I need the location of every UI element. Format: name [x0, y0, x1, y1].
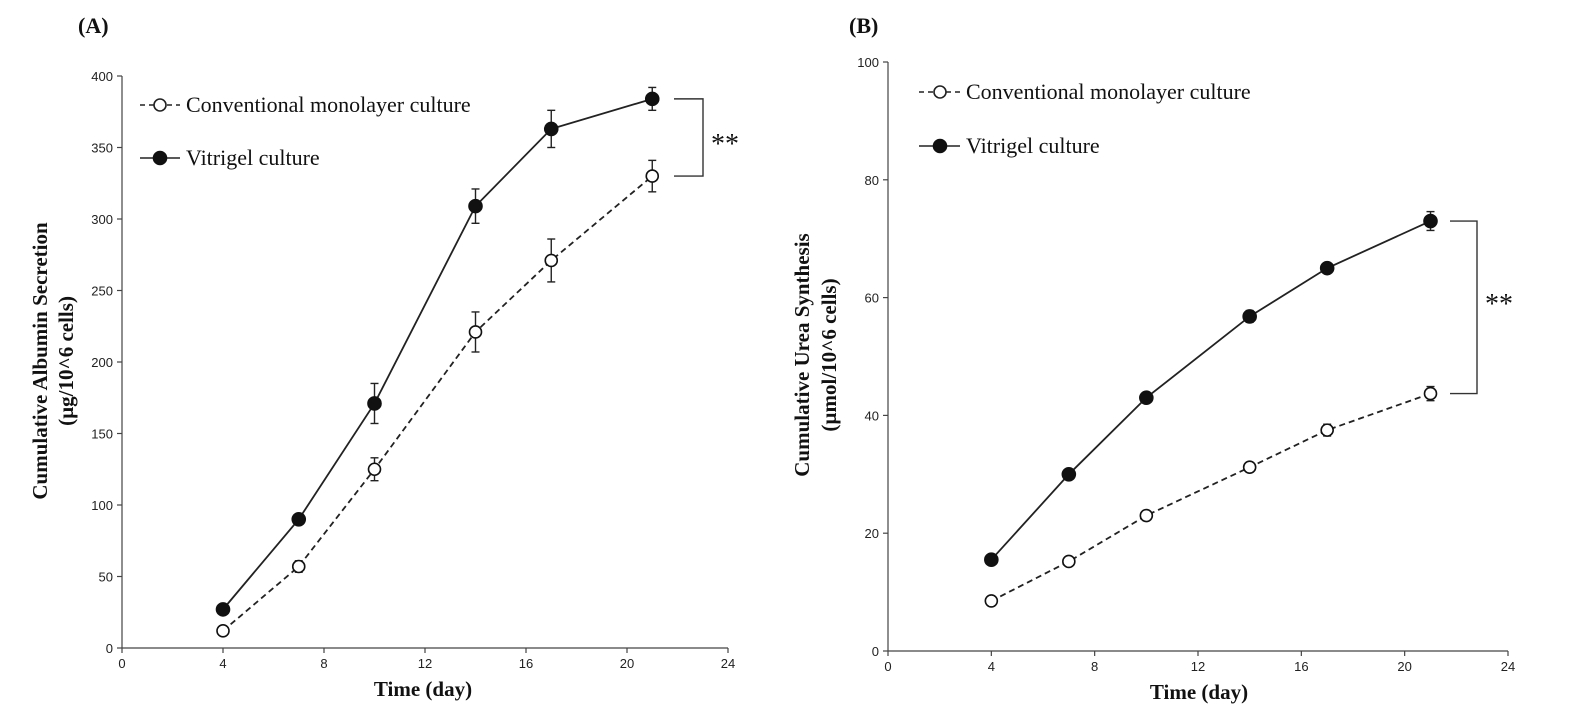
series-line-a-vitrigel: [222, 98, 653, 610]
legend-b-label-vitrigel: Vitrigel culture: [966, 133, 1100, 158]
legend-a: Conventional monolayer culture Vitrigel …: [140, 92, 471, 170]
data-point-a-conventional: [216, 624, 230, 638]
y-tick-label-a: 400: [91, 69, 113, 84]
y-tick-label-a: 350: [91, 141, 113, 156]
significance-bracket-b: [1450, 220, 1478, 395]
data-point-a-conventional: [544, 253, 559, 268]
legend-b-marker-vitrigel: [932, 138, 948, 154]
data-point-b-vitrigel: [984, 552, 999, 568]
y-tick-label-a: 100: [91, 498, 113, 513]
legend-a-label-conventional: Conventional monolayer culture: [186, 92, 471, 117]
y-tick-label-a: 50: [99, 570, 113, 585]
significance-b: **: [1485, 289, 1513, 320]
x-tick-label-a: 16: [519, 656, 533, 671]
x-tick-label-b: 0: [884, 659, 891, 674]
data-point-b-vitrigel: [1139, 390, 1154, 406]
chart-panel-b: (B) Conventional monolayer culture Vitri…: [790, 13, 1515, 704]
legend-a-marker-conventional: [153, 98, 167, 112]
x-tick-label-a: 24: [721, 656, 735, 671]
y-tick-label-a: 150: [91, 427, 113, 442]
y-axis-title-a-line2: (µg/10^6 cells): [54, 296, 78, 426]
data-point-a-vitrigel: [291, 511, 307, 527]
x-axis-title-a: Time (day): [374, 677, 472, 701]
legend-a-marker-vitrigel: [152, 150, 168, 166]
data-point-b-conventional: [1062, 554, 1076, 569]
y-tick-label-b: 20: [865, 526, 879, 541]
data-point-a-conventional: [645, 169, 660, 183]
y-tick-label-b: 60: [865, 291, 879, 306]
x-tick-label-a: 4: [219, 656, 226, 671]
x-axis-title-b: Time (day): [1150, 680, 1248, 704]
data-point-b-conventional: [1320, 423, 1334, 437]
x-tick-label-a: 12: [418, 656, 432, 671]
data-point-a-conventional: [367, 462, 382, 477]
x-tick-label-a: 8: [320, 656, 327, 671]
series-line-b-conventional: [990, 392, 1431, 602]
y-tick-label-b: 0: [872, 644, 879, 659]
data-point-b-vitrigel: [1423, 213, 1438, 229]
data-point-a-vitrigel: [644, 91, 660, 107]
data-point-a-conventional: [291, 559, 306, 574]
legend-b-label-conventional: Conventional monolayer culture: [966, 79, 1251, 104]
data-point-a-vitrigel: [367, 396, 382, 411]
x-tick-label-b: 12: [1191, 659, 1205, 674]
y-axis-title-b-line2: (µmol/10^6 cells): [817, 278, 841, 431]
data-point-a-vitrigel: [543, 121, 559, 137]
data-point-b-vitrigel: [1319, 260, 1335, 276]
x-tick-label-b: 8: [1091, 659, 1098, 674]
data-point-b-conventional: [1423, 386, 1438, 401]
y-tick-label-a: 0: [106, 641, 113, 656]
legend-b: Conventional monolayer culture Vitrigel …: [919, 79, 1251, 158]
series-line-a-conventional: [222, 175, 653, 632]
significance-a: **: [711, 129, 739, 160]
y-tick-label-a: 250: [91, 284, 113, 299]
series-line-b-vitrigel: [990, 220, 1431, 561]
y-tick-label-b: 80: [865, 173, 879, 188]
legend-b-marker-conventional: [933, 85, 947, 99]
data-point-a-vitrigel: [468, 198, 483, 214]
y-tick-label-b: 40: [865, 408, 879, 423]
data-point-b-conventional: [1242, 460, 1257, 475]
x-tick-label-b: 4: [988, 659, 995, 674]
data-point-a-conventional: [468, 325, 483, 339]
panel-label-b: (B): [849, 13, 878, 38]
panel-label-a: (A): [78, 13, 109, 38]
data-point-b-conventional: [1139, 508, 1154, 523]
data-point-b-vitrigel: [1061, 466, 1077, 482]
data-point-b-vitrigel: [1242, 309, 1257, 324]
chart-panel-a: (A) Conventional monolayer culture Vitri…: [28, 13, 739, 701]
y-axis-title-a-line1: Cumulative Albumin Secretion: [28, 222, 52, 500]
x-tick-label-b: 24: [1501, 659, 1515, 674]
x-tick-label-b: 20: [1397, 659, 1411, 674]
data-point-b-conventional: [984, 594, 999, 608]
legend-a-label-vitrigel: Vitrigel culture: [186, 145, 320, 170]
x-tick-label-a: 0: [118, 656, 125, 671]
data-point-a-vitrigel: [215, 602, 231, 617]
y-tick-label-b: 100: [857, 55, 879, 70]
y-axis-title-b-line1: Cumulative Urea Synthesis: [790, 233, 814, 476]
x-tick-label-b: 16: [1294, 659, 1308, 674]
significance-bracket-a: [674, 98, 704, 177]
y-tick-label-a: 300: [91, 212, 113, 227]
y-tick-label-a: 200: [91, 355, 113, 370]
x-tick-label-a: 20: [620, 656, 634, 671]
